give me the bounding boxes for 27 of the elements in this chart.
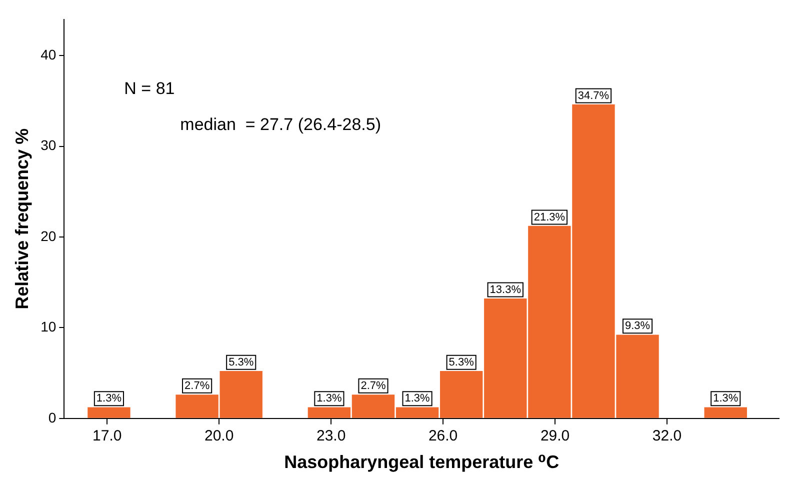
- annotation: median = 27.7 (26.4-28.5): [180, 115, 381, 134]
- data-label: 2.7%: [360, 380, 386, 392]
- y-tick-label: 20: [40, 228, 56, 244]
- x-tick-label: 29.0: [540, 428, 570, 445]
- y-tick-label: 30: [40, 137, 56, 154]
- data-label: 1.3%: [96, 392, 122, 405]
- y-axis-title: Relative frequency %: [12, 128, 32, 310]
- data-label: 9.3%: [624, 320, 650, 332]
- x-tick-label: 32.0: [652, 428, 682, 445]
- data-label: 1.3%: [316, 392, 342, 405]
- data-label: 5.3%: [448, 356, 474, 368]
- data-label: 34.7%: [578, 90, 610, 102]
- data-label: 2.7%: [184, 380, 210, 392]
- annotation: N = 81: [124, 79, 175, 98]
- data-label: 21.3%: [534, 211, 566, 224]
- x-tick-label: 23.0: [316, 428, 346, 445]
- data-label: 13.3%: [490, 284, 522, 296]
- data-label: 1.3%: [713, 392, 738, 405]
- y-tick-label: 0: [48, 409, 56, 426]
- x-tick-label: 17.0: [92, 428, 122, 445]
- data-label: 5.3%: [228, 356, 254, 368]
- y-tick-label: 40: [40, 46, 56, 63]
- x-axis-title: Nasopharyngeal temperature ⁰C: [284, 452, 560, 472]
- x-tick-label: 26.0: [428, 428, 458, 445]
- x-tick-label: 20.0: [204, 428, 234, 445]
- data-label: 1.3%: [404, 392, 430, 405]
- y-tick-label: 10: [40, 318, 56, 335]
